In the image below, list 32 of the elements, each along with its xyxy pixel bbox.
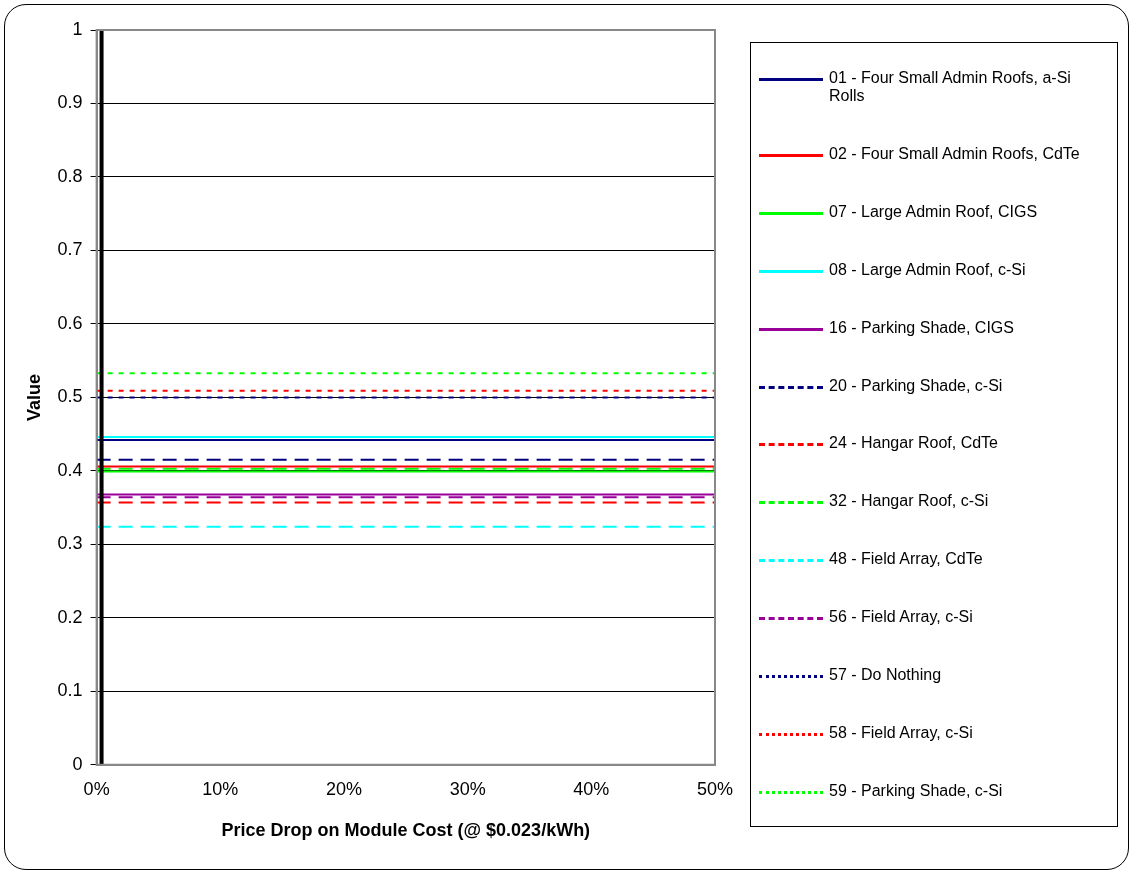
y-tick-label: 0.2 (57, 606, 83, 627)
y-tick-label: 0.3 (57, 533, 83, 554)
legend-label: 01 - Four Small Admin Roofs, a-Si Rolls (829, 68, 1072, 105)
legend-label: 32 - Hangar Roof, c-Si (829, 492, 989, 511)
y-tick-label: 0.5 (57, 386, 83, 407)
legend-label: 08 - Large Admin Roof, c-Si (829, 260, 1026, 279)
legend-label: 58 - Field Array, c-Si (829, 724, 973, 743)
x-axis-title: Price Drop on Module Cost (@ $0.023/kWh) (221, 820, 591, 841)
y-tick-label: 0.6 (57, 312, 83, 333)
legend-label: 16 - Parking Shade, CIGS (829, 318, 1014, 337)
y-tick-label: 0.4 (57, 459, 83, 480)
legend-label: 56 - Field Array, c-Si (829, 608, 973, 627)
legend-label: 07 - Large Admin Roof, CIGS (829, 202, 1038, 221)
y-tick-label: 0.9 (57, 92, 83, 113)
y-tick-label: 1 (72, 18, 83, 39)
legend-label: 48 - Field Array, CdTe (829, 550, 983, 569)
y-tick-label: 0 (72, 753, 83, 774)
y-tick-label: 0.7 (57, 239, 83, 260)
x-tick-label: 0% (83, 778, 110, 799)
y-tick-label: 0.8 (57, 165, 83, 186)
legend-label: 59 - Parking Shade, c-Si (829, 782, 1003, 801)
legend-label: 02 - Four Small Admin Roofs, CdTe (829, 144, 1080, 163)
legend-label: 57 - Do Nothing (829, 666, 942, 685)
x-tick-label: 20% (325, 778, 362, 799)
legend-label: 20 - Parking Shade, c-Si (829, 376, 1003, 395)
legend-label: 24 - Hangar Roof, CdTe (829, 434, 998, 453)
x-tick-label: 10% (202, 778, 239, 799)
x-tick-label: 50% (696, 778, 734, 799)
y-axis-title: Value (23, 373, 44, 421)
y-tick-label: 0.1 (57, 680, 83, 701)
x-tick-label: 40% (573, 778, 610, 799)
x-tick-label: 30% (449, 778, 486, 799)
